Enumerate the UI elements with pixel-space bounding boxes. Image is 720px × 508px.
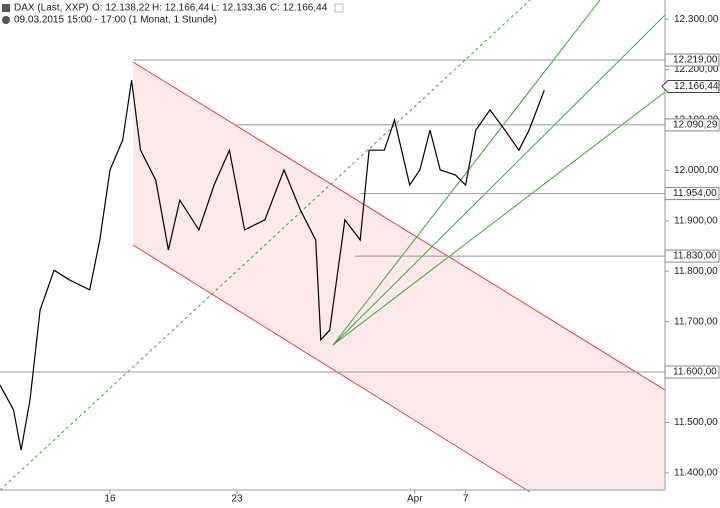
quote-low: L: 12.133,36: [211, 3, 267, 14]
x-tick-label: Apr: [407, 494, 423, 505]
y-tick-label: 11.800,00: [674, 266, 718, 277]
channel-lower: [132, 244, 531, 493]
level-label: 11.600,00: [673, 367, 717, 378]
level-box: [664, 365, 720, 379]
y-tick-label: 11.700,00: [674, 316, 718, 327]
y-tick-label: 12.000,00: [674, 165, 719, 176]
price-line: [0, 80, 545, 451]
levels: [0, 59, 665, 373]
last-price-box: [661, 79, 720, 93]
chart-title: DAX (Last, XXP): [14, 3, 88, 14]
channel-upper: [132, 61, 666, 391]
level-label: 12.219,00: [673, 55, 718, 66]
level-label: 12.090,29: [673, 120, 718, 131]
quote-close: C: 12.166,44: [270, 3, 328, 14]
quote-open: O: 12.138,22: [92, 3, 150, 14]
trend-dotted: [0, 0, 531, 491]
level-box: [664, 118, 720, 132]
y-tick-label: 12.200,00: [674, 64, 719, 75]
level-box: [664, 249, 720, 263]
level-label: 11.954,00: [673, 188, 717, 199]
level-box: [664, 187, 720, 201]
plot: [0, 80, 545, 451]
channel-fill: [133, 62, 665, 490]
icon: [2, 4, 10, 12]
x-tick-label: 23: [231, 494, 243, 505]
icon: [2, 16, 10, 24]
last-price-label: 12.166,44: [674, 81, 719, 92]
level-box: [664, 53, 720, 67]
quote-high: H: 12.166,44: [152, 3, 210, 14]
x-tick-label: 16: [104, 494, 116, 505]
y-tick-label: 11.400,00: [674, 467, 718, 478]
fan-line: [332, 0, 601, 346]
chart-subtitle: 09.03.2015 15:00 - 17:00 (1 Monat, 1 Stu…: [14, 15, 217, 26]
y-tick-label: 11.900,00: [674, 215, 718, 226]
y-tick-label: 11.500,00: [674, 417, 718, 428]
fan-line: [332, 91, 666, 346]
y-tick-label: 12.300,00: [674, 14, 719, 25]
fan-line: [332, 14, 666, 346]
x-tick-label: 7: [463, 494, 469, 505]
level-label: 11.830,00: [673, 251, 717, 262]
icon: [334, 3, 344, 13]
